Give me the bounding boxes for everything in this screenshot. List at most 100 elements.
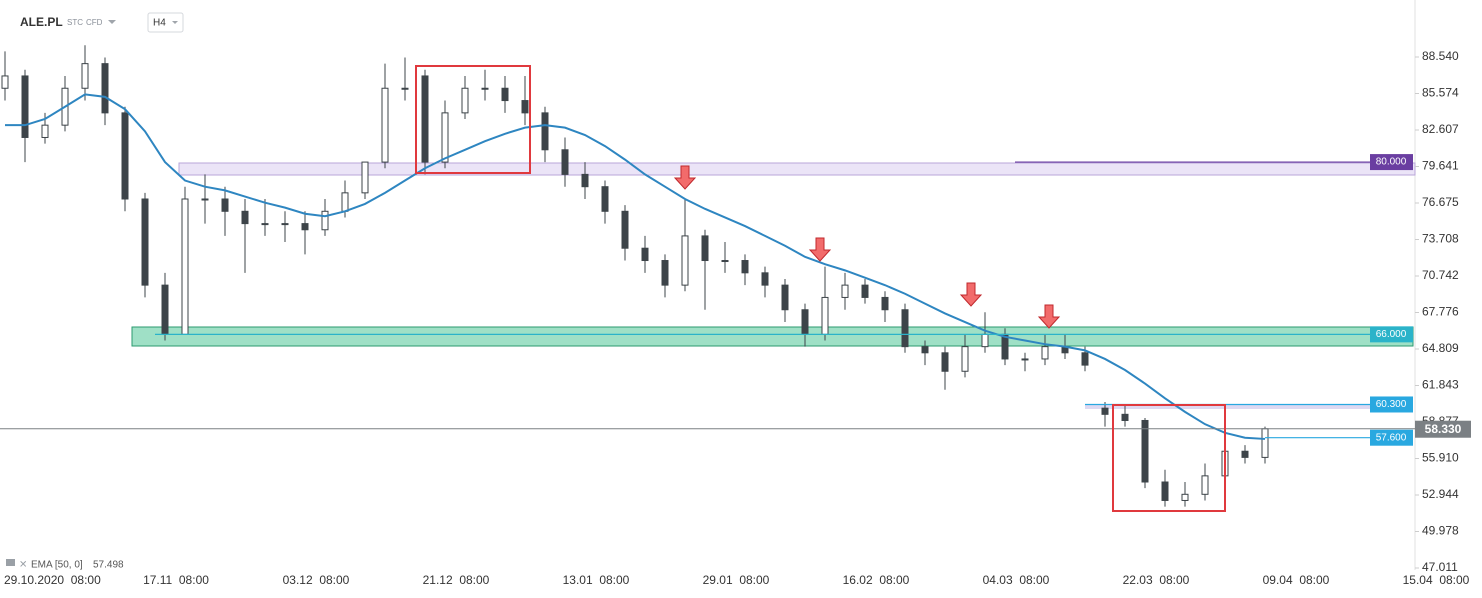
candle-body <box>381 87 389 163</box>
level-label-box <box>1370 396 1413 413</box>
candle-body <box>1 75 9 89</box>
candle-body <box>681 235 689 286</box>
candle-body <box>181 198 189 335</box>
highlight-box <box>1112 404 1226 512</box>
annotations <box>415 65 1226 512</box>
y-tick-label: 73.708 <box>1422 232 1459 246</box>
candle-body <box>1041 346 1049 360</box>
indicator-legend: ✕ EMA [50, 0] 57.498 <box>6 559 124 571</box>
y-tick-label: 79.641 <box>1422 159 1459 173</box>
level-label: 66.000 <box>1376 329 1407 340</box>
dropdown-arrow <box>172 21 178 24</box>
y-tick-label: 52.944 <box>1422 487 1459 501</box>
y-tick-label: 47.011 <box>1422 560 1458 574</box>
candle-body <box>901 309 909 348</box>
candle-body <box>561 149 569 175</box>
candle-body <box>961 346 969 372</box>
level-label: 60.300 <box>1376 399 1407 410</box>
candle-body <box>21 75 29 138</box>
plot: 88.540 85.574 82.607 79.641 76.675 73.708 70.7… <box>0 45 1471 587</box>
interval: H4 <box>153 18 166 29</box>
candle-body <box>401 87 409 90</box>
candle-body <box>141 198 149 286</box>
candle-body <box>621 210 629 249</box>
y-tick-label: 82.607 <box>1422 122 1459 136</box>
candle-body <box>441 112 449 163</box>
candle-body <box>421 75 429 163</box>
candle-body <box>661 260 669 286</box>
toolbar: ALE.PL STC CFD H4 <box>20 12 184 33</box>
x-tick-label: 17.11 08:00 <box>143 573 209 587</box>
candle-body <box>541 112 549 151</box>
candle-body <box>841 284 849 298</box>
candle-body <box>461 87 469 114</box>
candle-body <box>161 284 169 335</box>
y-tick-label: 61.843 <box>1422 378 1459 392</box>
tag: CFD <box>86 18 103 27</box>
level-label-box <box>1370 326 1413 343</box>
candle-body <box>1101 407 1109 415</box>
candle-body <box>321 210 329 231</box>
y-tick-label: 55.910 <box>1422 451 1459 465</box>
candle-body <box>921 346 929 354</box>
indicator-icon[interactable]: ✕ <box>19 560 27 571</box>
candle-body <box>1261 428 1269 458</box>
candle-body <box>481 87 489 90</box>
candle-body <box>361 161 369 194</box>
x-tick-label: 22.03 08:00 <box>1123 573 1190 587</box>
level-label: 80.000 <box>1376 157 1407 168</box>
candle-body <box>101 63 109 114</box>
candle-body <box>241 210 249 225</box>
indicator-label: EMA [50, 0] <box>31 560 83 571</box>
symbol[interactable]: ALE.PL <box>20 15 63 29</box>
candle-body <box>1161 481 1169 501</box>
x-tick-label: 09.04 08:00 <box>1263 573 1330 587</box>
candle-body <box>881 296 889 311</box>
candle-body <box>581 173 589 188</box>
x-tick-label: 15.04 08:00 <box>1403 573 1470 587</box>
candle-body <box>701 235 709 262</box>
candle-body <box>221 198 229 212</box>
dropdown-arrow[interactable] <box>108 20 116 24</box>
interval-select[interactable] <box>147 12 184 33</box>
current-price-label: 58.330 <box>1425 422 1462 436</box>
down-arrow <box>959 282 983 307</box>
highlight-box <box>415 65 531 174</box>
candle-body <box>501 87 509 102</box>
indicator-icon[interactable] <box>6 559 15 566</box>
candle-body <box>301 223 309 231</box>
y-tick-label: 70.742 <box>1422 268 1459 282</box>
y-tick-label: 49.978 <box>1422 524 1459 538</box>
candle-body <box>521 100 529 114</box>
x-tick-label: 29.10.2020 08:00 <box>4 573 101 587</box>
y-tick-label: 64.809 <box>1422 341 1459 355</box>
candle-body <box>1081 352 1089 366</box>
candle-body <box>1141 419 1149 483</box>
candle-body <box>121 112 129 200</box>
candle-body <box>201 198 209 201</box>
candle-body <box>81 63 89 89</box>
candle-body <box>861 284 869 298</box>
candle-body <box>1121 413 1129 421</box>
candle-body <box>981 333 989 348</box>
indicator-value: 57.498 <box>93 560 124 571</box>
y-tick-label: 88.540 <box>1422 49 1459 63</box>
tag: STC <box>67 18 83 27</box>
candle-body <box>1201 475 1209 495</box>
candle-body <box>261 223 269 226</box>
candle-body <box>781 284 789 311</box>
down-arrow <box>1037 304 1061 329</box>
candle-body <box>341 192 349 212</box>
y-tick-label: 67.776 <box>1422 305 1459 319</box>
y-tick-label: 76.675 <box>1422 195 1459 209</box>
level-label-box <box>1370 154 1413 171</box>
candle-body <box>1181 493 1189 501</box>
candle-body <box>1241 450 1249 458</box>
candle-body <box>281 223 289 226</box>
support-zone <box>131 326 1414 347</box>
x-tick-label: 16.02 08:00 <box>843 573 910 587</box>
candle-body <box>941 352 949 372</box>
x-tick-label: 03.12 08:00 <box>283 573 350 587</box>
